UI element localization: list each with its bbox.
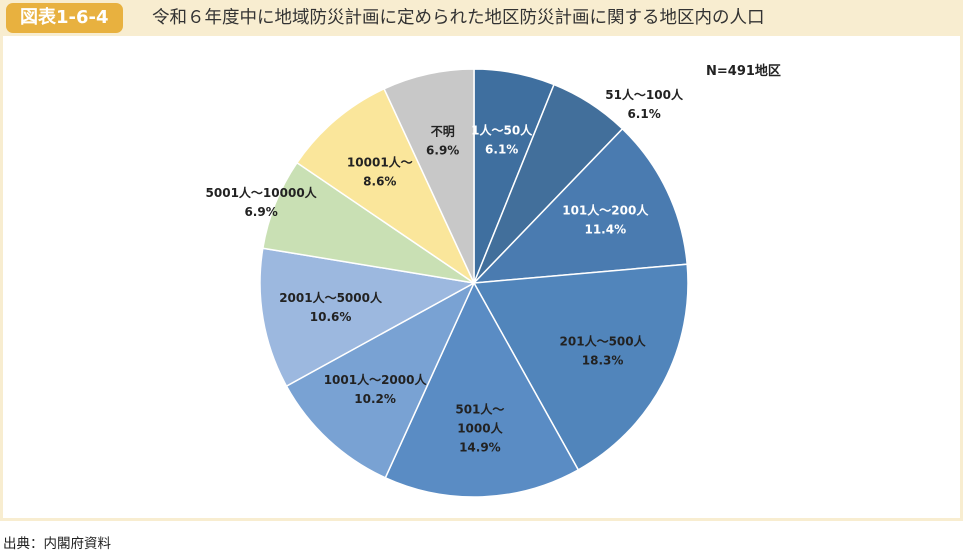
pie-slice-label-8: 5001人～10000人 6.9% xyxy=(206,185,318,219)
pie-slice-label-4: 201人～500人 18.3% xyxy=(560,334,647,368)
pie-slice-label-1: 1人～50人 6.1% xyxy=(471,123,533,157)
pie-slice-4 xyxy=(472,263,689,471)
figure-number-badge: 図表1-6-4 xyxy=(6,3,123,33)
pie-slice-5 xyxy=(384,281,580,498)
pie-slices xyxy=(259,68,689,498)
header-band: 図表1-6-4 令和６年度中に地域防災計画に定められた地区防災計画に関する地区内… xyxy=(0,0,963,36)
pie-labels: 1人～50人 6.1% 51人～100人 6.1% 101人～200人 11.4% 201人… xyxy=(206,87,684,454)
pie-slice-label-10: 不明 6.9% xyxy=(426,124,459,157)
pie-slice-label-5: 501人～ 1000人 14.9% xyxy=(455,401,504,454)
sample-size-note: N=491地区 xyxy=(706,64,781,79)
source-note: 出典：内閣府資料 xyxy=(3,536,111,552)
pie-slice-6 xyxy=(285,281,476,479)
figure-title: 令和６年度中に地域防災計画に定められた地区防災計画に関する地区内の人口 xyxy=(152,8,765,28)
pie-slice-label-3: 101人～200人 11.4% xyxy=(562,203,649,237)
pie-slice-7 xyxy=(259,247,477,388)
pie-slice-label-7: 2001人～5000人 10.6% xyxy=(279,290,383,324)
pie-slice-10 xyxy=(383,68,475,284)
pie-slice-label-9: 10001人～ 8.6% xyxy=(347,155,413,189)
pie-slice-label-2: 51人～100人 6.1% xyxy=(605,87,684,121)
pie-slice-label-6: 1001人～2000人 10.2% xyxy=(324,372,428,406)
pie-slice-3 xyxy=(472,127,688,284)
pie-slice-9 xyxy=(295,87,476,286)
